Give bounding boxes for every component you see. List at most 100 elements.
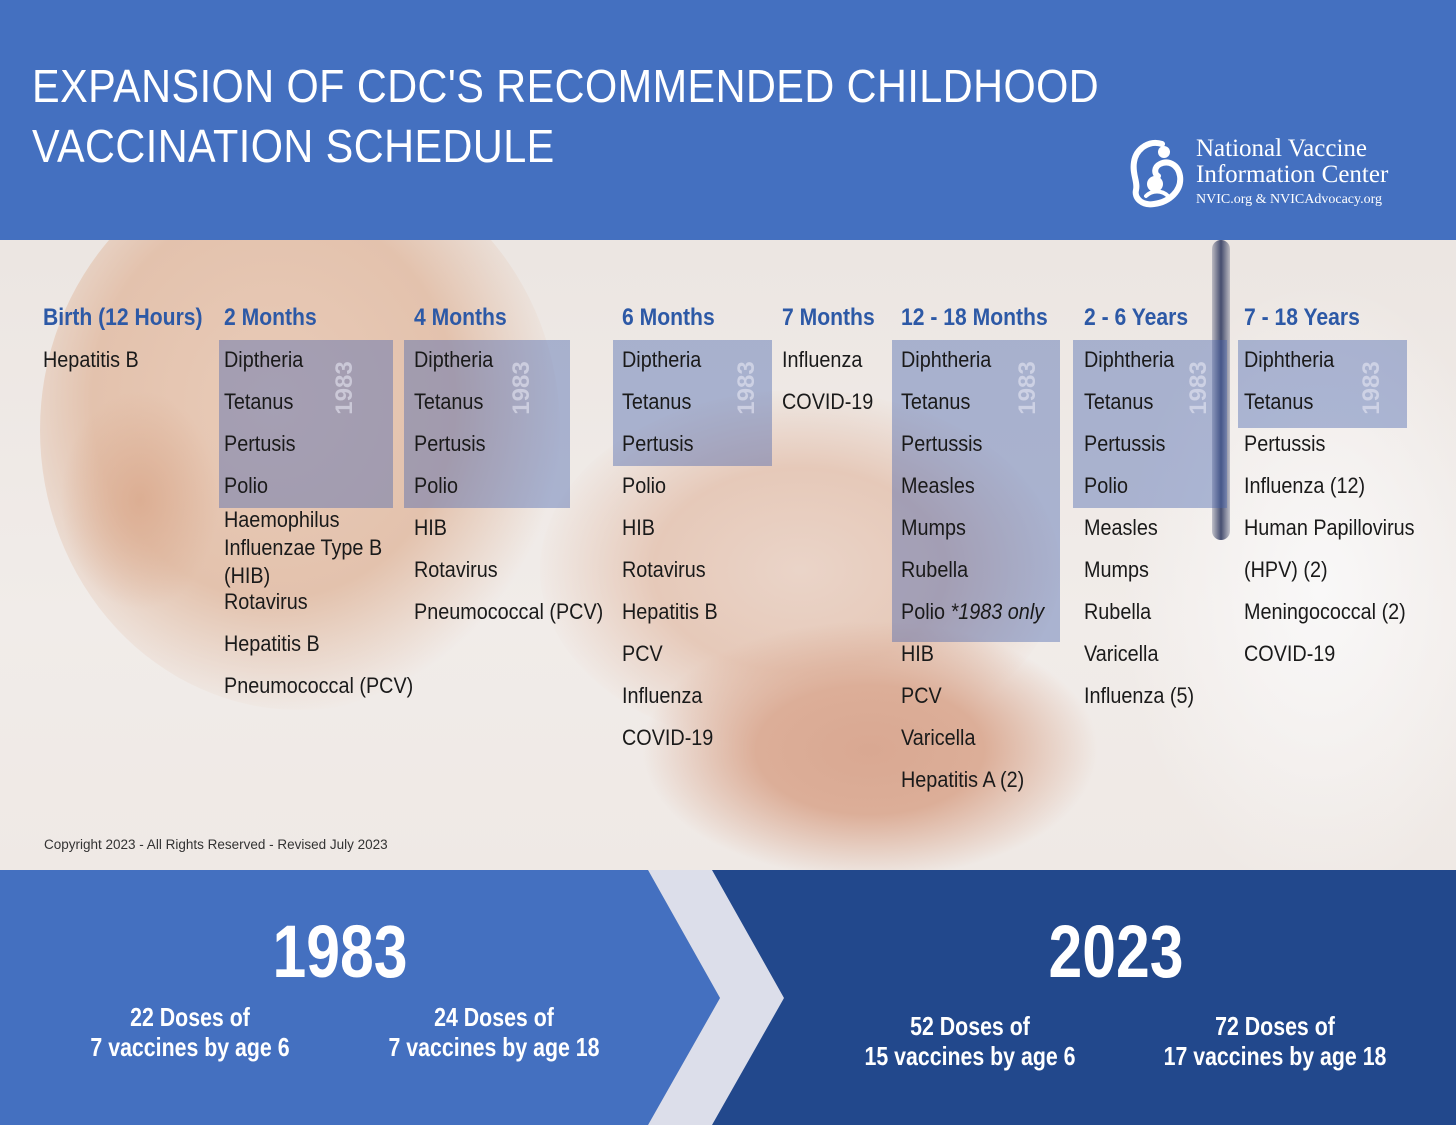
box-1983: 1983 (219, 340, 393, 508)
vaccine-item: Pertusis (224, 431, 296, 456)
vaccine-item: Polio (224, 473, 269, 498)
stat-line: 17 vaccines by age 18 (1163, 1041, 1387, 1071)
vaccine-item: PCV (901, 683, 942, 708)
vaccine-item: Diptheria (622, 347, 702, 372)
vaccine-item: Polio (414, 473, 459, 498)
vaccine-list: Diptheria Tetanus Pertusis Polio HIB Rot… (414, 346, 624, 640)
vaccine-item: Haemophilus Influenzae Type B (HIB) (224, 507, 383, 588)
vaccine-item: HIB (414, 515, 448, 540)
column-heading: 12 - 18 Months (901, 304, 1048, 331)
column-heading: 2 - 6 Years (1084, 304, 1189, 331)
box-1983: 1983 (1073, 340, 1227, 508)
photo-hand (640, 620, 1100, 870)
copyright-notice: Copyright 2023 - All Rights Reserved - R… (44, 837, 388, 852)
stat-2023-age-18: 72 Doses of 17 vaccines by age 18 (1152, 1011, 1398, 1071)
vaccine-item: Polio (622, 473, 667, 498)
year-1983: 1983 (272, 910, 408, 993)
stat-line: 7 vaccines by age 6 (90, 1032, 290, 1062)
vaccine-item: Diptheria (224, 347, 304, 372)
mother-child-logo-icon (1130, 140, 1184, 208)
schedule-panel: Birth (12 Hours) Hepatitis B 1983 2 Mont… (0, 240, 1456, 870)
vaccine-item: Hepatitis B (224, 631, 320, 656)
vaccine-item: Rotavirus (622, 557, 706, 582)
comparison-footer: 1983 22 Doses of 7 vaccines by age 6 24 … (0, 870, 1456, 1125)
column-heading: 7 - 18 Years (1244, 304, 1360, 331)
vaccine-item: Pertusis (622, 431, 694, 456)
vaccine-item: Varicella (901, 725, 976, 750)
vaccine-item: Diphtheria (1084, 347, 1175, 372)
vaccine-item: Tetanus (622, 389, 692, 414)
vaccine-item: Pneumococcal (PCV) (414, 599, 604, 624)
polio-1983-note: *1983 only (950, 599, 1045, 624)
vaccine-item: Influenza (12) (1244, 473, 1366, 498)
vaccine-item: Measles (1084, 515, 1158, 540)
page-title: EXPANSION OF CDC'S RECOMMENDED CHILDHOOD… (32, 56, 1099, 176)
vaccine-item: Influenza (782, 347, 863, 372)
column-heading: 4 Months (414, 304, 507, 331)
vaccine-item: Influenza (5) (1084, 683, 1195, 708)
vaccine-item: Tetanus (1244, 389, 1314, 414)
footer-background (0, 870, 1456, 1125)
vaccine-list: Diptheria Tetanus Pertusis Polio HIB Rot… (622, 346, 728, 766)
vaccine-item: Hepatitis B (622, 599, 718, 624)
vaccine-list: Diphtheria Tetanus Pertussis Polio Measl… (1084, 346, 1206, 724)
vaccine-item: Tetanus (414, 389, 484, 414)
vaccine-item: Rubella (901, 557, 969, 582)
vaccine-item: Meningococcal (2) (1244, 599, 1406, 624)
vaccine-item: Influenza (622, 683, 703, 708)
footer-left-panel (0, 870, 720, 1125)
header-banner: EXPANSION OF CDC'S RECOMMENDED CHILDHOOD… (0, 0, 1456, 240)
box-1983: 1983 (613, 340, 772, 466)
vaccine-item: Hepatitis A (2) (901, 767, 1025, 792)
photo-doctor-coat (1120, 280, 1456, 870)
stat-line: 72 Doses of (1215, 1011, 1335, 1041)
vaccine-item: Hepatitis B (43, 347, 139, 372)
stat-2023-age-6: 52 Doses of 15 vaccines by age 6 (847, 1011, 1093, 1071)
vaccine-item: Varicella (1084, 641, 1159, 666)
vaccine-item: Tetanus (901, 389, 971, 414)
stat-line: 7 vaccines by age 18 (388, 1032, 600, 1062)
box-1983: 1983 (1238, 340, 1407, 428)
vaccine-item-polio: Polio *1983 only (901, 598, 1044, 640)
column-heading: 6 Months (622, 304, 715, 331)
box-1983: 1983 (404, 340, 570, 508)
stat-line: 52 Doses of (910, 1011, 1030, 1041)
vaccine-item: Rotavirus (414, 557, 498, 582)
vaccine-item: HIB (901, 641, 935, 666)
vaccine-item: Diptheria (414, 347, 494, 372)
vaccine-item: COVID-19 (1244, 641, 1336, 666)
logo-websites: NVIC.org & NVICAdvocacy.org (1196, 192, 1382, 207)
vaccine-item: Polio (1084, 473, 1129, 498)
vaccine-item: Pertussis (901, 431, 983, 456)
vaccine-item: Measles (901, 473, 975, 498)
vaccine-item: Tetanus (1084, 389, 1154, 414)
vaccine-item: Mumps (1084, 557, 1149, 582)
title-line-2: VACCINATION SCHEDULE (32, 120, 555, 172)
year-2023: 2023 (1048, 910, 1184, 993)
vaccine-item: Pneumococcal (PCV) (224, 673, 414, 698)
label-1983: 1983 (733, 361, 760, 415)
stat-line: 22 Doses of (130, 1002, 250, 1032)
column-heading: Birth (12 Hours) (43, 304, 203, 331)
logo-line-2: Information Center (1196, 161, 1389, 188)
vaccine-item: COVID-19 (622, 725, 714, 750)
vaccine-item: Rubella (1084, 599, 1152, 624)
stat-1983-age-18: 24 Doses of 7 vaccines by age 18 (371, 1002, 617, 1062)
photo-stethoscope (1212, 240, 1230, 540)
vaccine-item: Pertusis (414, 431, 486, 456)
vaccine-item: Rotavirus (224, 589, 308, 614)
vaccine-item: Pertussis (1084, 431, 1166, 456)
vaccine-item: (HPV) (2) (1244, 557, 1328, 582)
vaccine-list: Diphtheria Tetanus Pertussis Measles Mum… (901, 346, 1060, 808)
vaccine-item: Human Papillovirus (1244, 515, 1415, 540)
nvic-logo: National Vaccine Information Center NVIC… (1124, 136, 1434, 212)
vaccine-item: Diphtheria (901, 347, 992, 372)
stat-1983-age-6: 22 Doses of 7 vaccines by age 6 (67, 1002, 313, 1062)
vaccine-item: COVID-19 (782, 389, 874, 414)
vaccine-item: Tetanus (224, 389, 294, 414)
vaccine-list: Hepatitis B (43, 346, 149, 388)
photo-baby-ear (60, 390, 220, 610)
column-heading: 7 Months (782, 304, 875, 331)
column-heading: 2 Months (224, 304, 317, 331)
polio-label: Polio (901, 599, 951, 624)
